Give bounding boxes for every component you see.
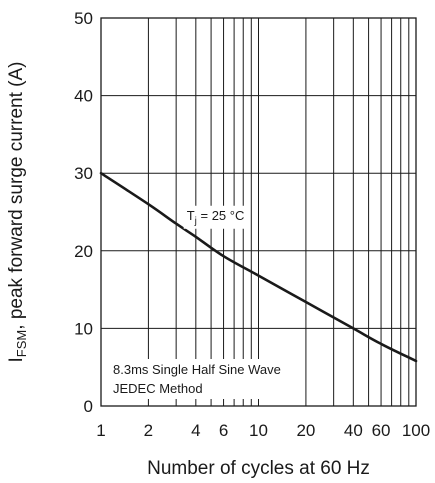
tick-labels: 1 2 4 6 10 20 40 60 100 0 10 20 30 40 50 xyxy=(74,9,430,440)
surge-current-curve xyxy=(99,171,418,363)
y-tick-label: 50 xyxy=(74,9,93,28)
y-tick-label: 0 xyxy=(84,397,93,416)
tj-annotation: Tj = 25 °C xyxy=(187,208,245,227)
y-axis-label: IFSM, peak forward surge current (A) xyxy=(6,62,29,363)
grid xyxy=(101,18,416,406)
tj-annotation-background xyxy=(183,205,248,229)
note-line-1: 8.3ms Single Half Sine Wave xyxy=(113,362,281,377)
x-tick-label: 6 xyxy=(219,421,228,440)
note-line-2: JEDEC Method xyxy=(113,381,203,396)
x-tick-label: 10 xyxy=(249,421,268,440)
x-tick-label: 1 xyxy=(96,421,105,440)
y-tick-label: 10 xyxy=(74,319,93,338)
x-tick-label: 20 xyxy=(296,421,315,440)
y-tick-label: 30 xyxy=(74,164,93,183)
x-axis-label: Number of cycles at 60 Hz xyxy=(147,458,370,479)
x-tick-label: 2 xyxy=(144,421,153,440)
x-tick-label: 4 xyxy=(191,421,200,440)
curve-layer xyxy=(99,171,418,363)
x-tick-label: 40 xyxy=(344,421,363,440)
x-tick-label: 60 xyxy=(372,421,391,440)
y-tick-label: 20 xyxy=(74,242,93,261)
x-tick-label: 100 xyxy=(402,421,430,440)
note-annotation-background xyxy=(109,359,285,399)
y-tick-label: 40 xyxy=(74,87,93,106)
plot-frame xyxy=(100,17,417,407)
